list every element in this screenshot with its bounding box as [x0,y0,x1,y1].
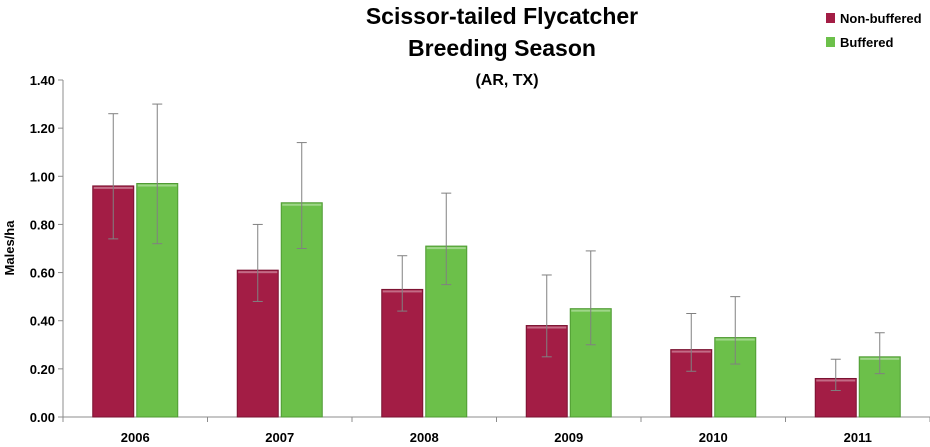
x-tick-label: 2007 [265,430,294,445]
bar [92,185,135,418]
axes [58,79,930,422]
x-tick-label: 2009 [554,430,583,445]
bar [381,288,424,418]
x-tick-label: 2010 [699,430,728,445]
chart-subtitle: Breeding Season [408,35,596,61]
y-axis-title: Males/ha [2,220,17,276]
y-axis-label: Males/ha [2,220,17,276]
chart-title: Scissor-tailed Flycatcher [366,3,638,29]
legend-label: Buffered [840,35,894,50]
y-tick-label: 0.00 [30,410,55,425]
y-tick-label: 0.80 [30,217,55,232]
y-tick-label: 1.40 [30,73,55,88]
x-tick-label: 2011 [844,430,872,445]
legend-label: Non-buffered [840,11,922,26]
x-tick-label: 2008 [410,430,439,445]
legend-swatch [826,13,835,23]
legend-swatch [826,37,835,47]
y-tick-label: 0.60 [30,266,55,281]
y-tick-label: 0.40 [30,314,55,329]
x-tick-label: 2006 [121,430,150,445]
legend: Non-buffered Buffered [826,11,922,50]
error-bars [108,103,885,392]
chart-subsubtitle: (AR, TX) [475,72,538,89]
tick-labels: 0.00 0.20 0.40 0.60 0.80 1.00 1.20 1.40 2006 2007… [30,73,872,445]
bars [92,183,901,418]
y-tick-label: 1.20 [30,121,55,136]
y-tick-label: 0.20 [30,362,55,377]
y-tick-label: 1.00 [30,169,55,184]
